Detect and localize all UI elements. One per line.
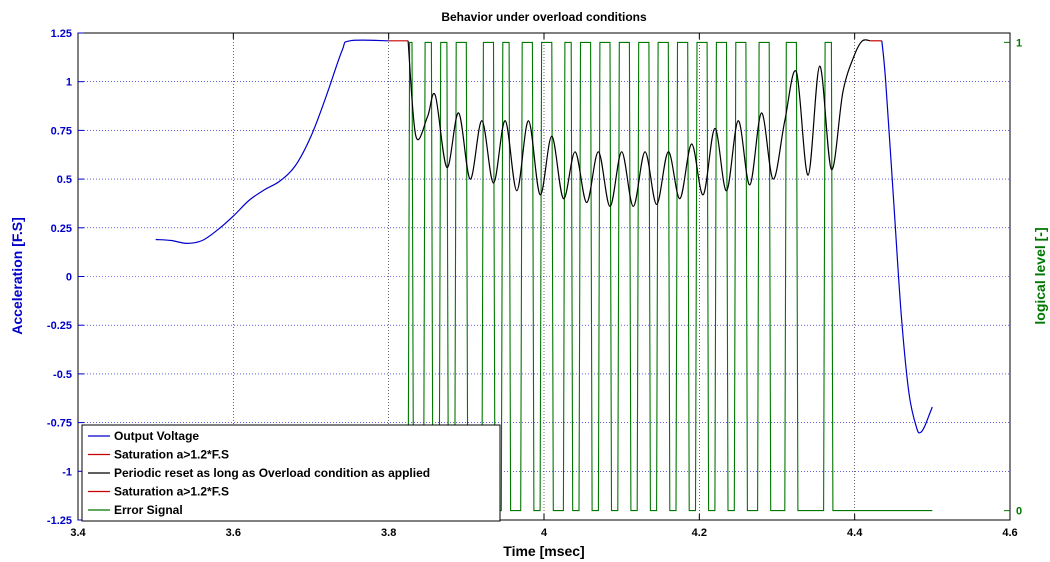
y-tick-label: -1 — [62, 466, 72, 478]
x-tick-label: 3.8 — [381, 527, 396, 539]
y-tick-label: 0.25 — [51, 223, 72, 235]
y-tick-label: -0.75 — [47, 418, 72, 430]
x-tick-label: 3.4 — [70, 527, 86, 539]
legend: Output Voltage Saturation a>1.2*F.S Period… — [81, 424, 501, 522]
y-tick-label: -0.5 — [53, 369, 72, 381]
y-tick-label: 1 — [66, 77, 72, 89]
y-tick-label: 0.75 — [51, 125, 72, 137]
series-line-output-voltage-4 — [881, 40, 933, 434]
y-tick-label: 1.25 — [51, 28, 72, 40]
chart-title: Behavior under overload conditions — [441, 10, 647, 24]
legend-box — [81, 424, 501, 522]
y-tick-label: 0.5 — [57, 174, 72, 186]
y-tick-label: -1.25 — [47, 515, 72, 527]
x-tick-label: 3.6 — [226, 527, 241, 539]
y-axis-label: Acceleration [F.S] — [9, 217, 25, 334]
legend-label: Output Voltage — [114, 429, 199, 443]
legend-label: Saturation a>1.2*F.S — [114, 485, 229, 499]
x-tick-label: 4 — [541, 527, 548, 539]
y2-axis-label: logical level [-] — [1032, 227, 1048, 324]
x-axis-label: Time [msec] — [503, 543, 584, 559]
series-layer — [155, 39, 933, 512]
x-tick-label: 4.4 — [847, 527, 863, 539]
series-line-output-voltage-0 — [155, 39, 389, 245]
legend-label: Saturation a>1.2*F.S — [114, 448, 229, 462]
x-tick-label: 4.2 — [692, 527, 707, 539]
y2-tick-label: 1 — [1016, 37, 1022, 49]
legend-label: Error Signal — [114, 503, 183, 517]
y-tick-label: 0 — [66, 272, 72, 284]
series-line-periodic-reset-as-long-as-overload-condition-as-applied-2 — [407, 39, 871, 208]
y2-tick-label: 0 — [1016, 506, 1022, 518]
y-tick-label: -0.25 — [47, 320, 72, 332]
legend-label: Periodic reset as long as Overload condi… — [114, 466, 430, 480]
series-line-error-signal — [407, 41, 933, 512]
x-tick-label: 4.6 — [1002, 527, 1017, 539]
